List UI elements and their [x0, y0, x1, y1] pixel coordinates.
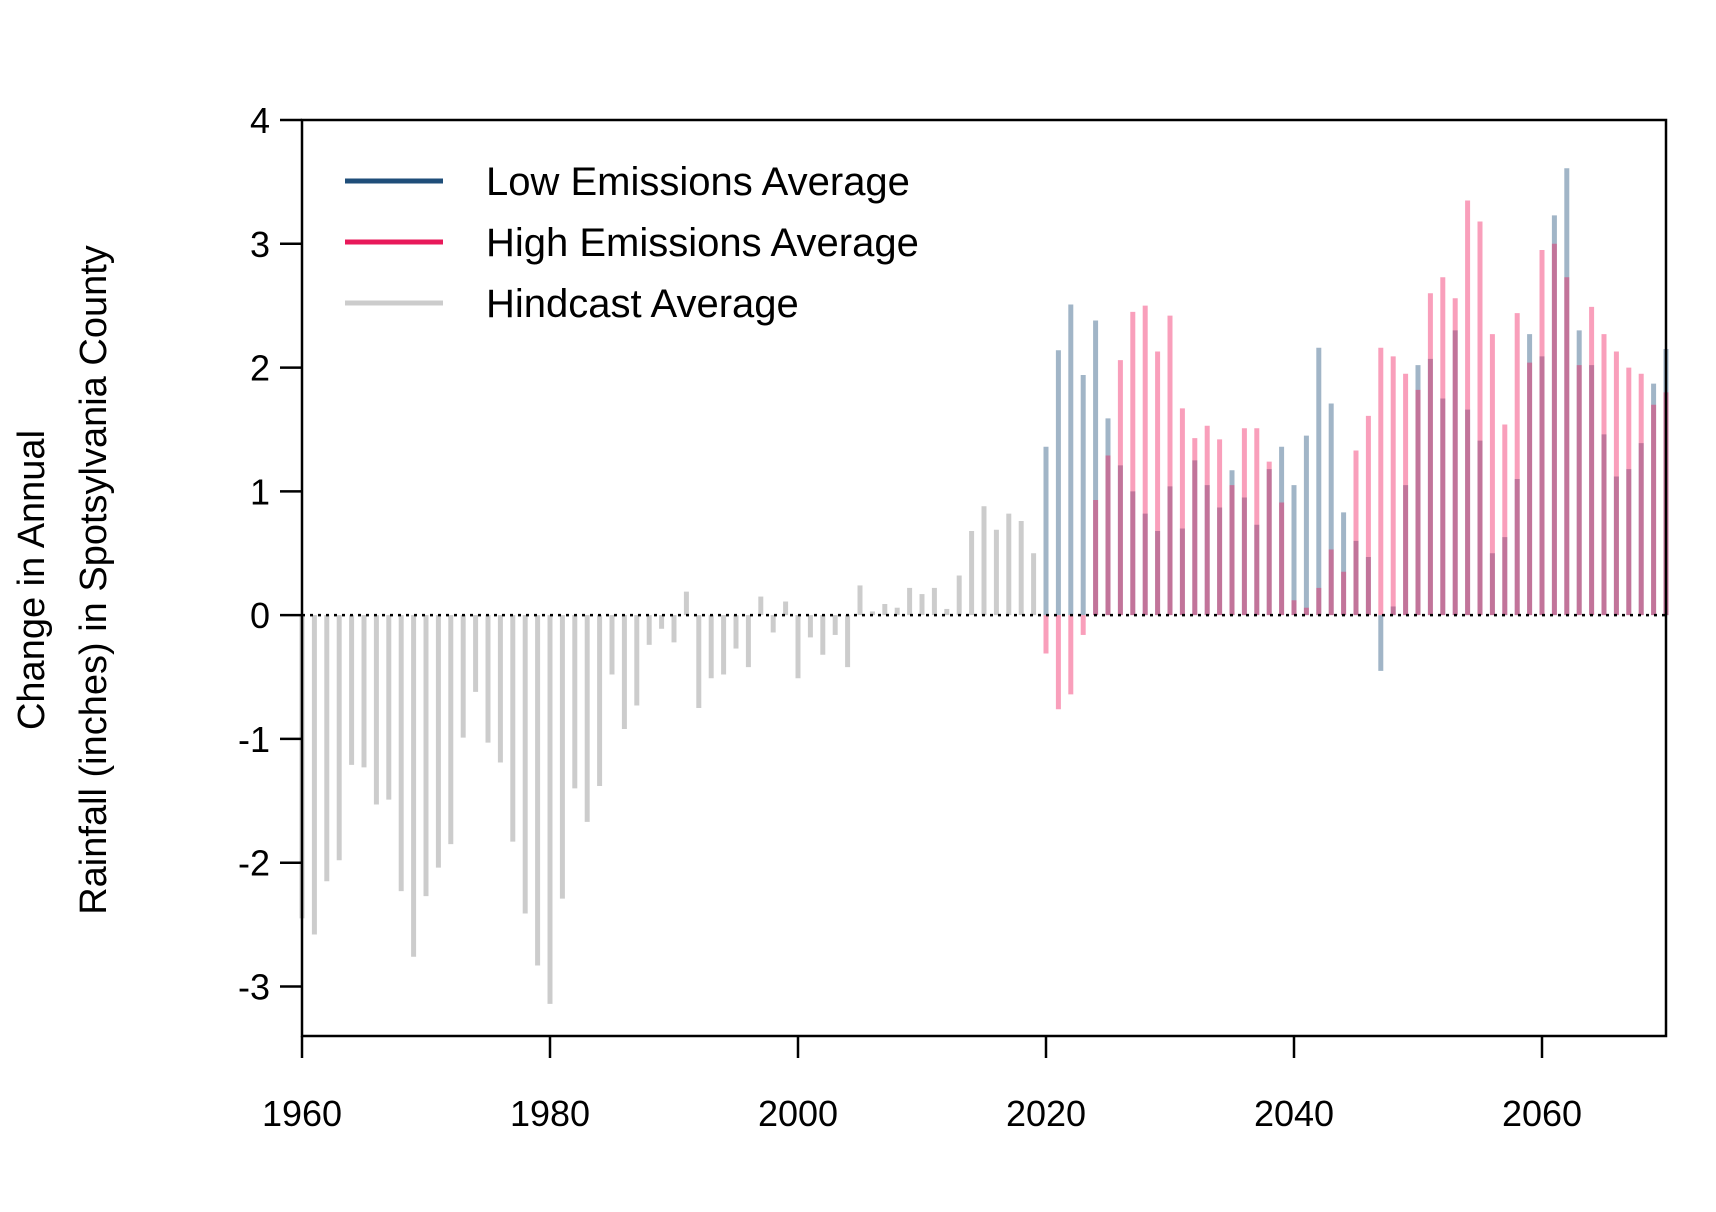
y-tick-label-3: 3 [250, 224, 270, 265]
y-tick-label-1: 1 [250, 471, 270, 512]
y-tick-label-2: 2 [250, 348, 270, 389]
x-tick-label-2020: 2020 [1006, 1093, 1086, 1134]
x-tick-label-1980: 1980 [510, 1093, 590, 1134]
y-tick-label-0: 0 [250, 595, 270, 636]
hindcast-bars [299, 506, 1037, 1004]
high-emissions-bars [1043, 200, 1669, 710]
legend-label-low-emissions-average: Low Emissions Average [486, 160, 910, 204]
y-tick-label--3: -3 [238, 966, 270, 1007]
y-axis-title-line1: Change in Annual [11, 430, 53, 730]
low-emissions-bars [1043, 168, 1669, 671]
y-tick-label-4: 4 [250, 100, 270, 141]
y-tick-label--2: -2 [238, 843, 270, 884]
legend-label-hindcast-average: Hindcast Average [486, 282, 799, 326]
x-tick-label-1960: 1960 [262, 1093, 342, 1134]
x-tick-label-2000: 2000 [758, 1093, 838, 1134]
plot-frame [300, 118, 1668, 1038]
legend: Low Emissions Average High Emissions Aver… [345, 160, 919, 326]
x-tick-label-2060: 2060 [1502, 1093, 1582, 1134]
legend-label-high-emissions-average: High Emissions Average [486, 221, 919, 265]
y-tick-label--1: -1 [238, 719, 270, 760]
x-tick-label-2040: 2040 [1254, 1093, 1334, 1134]
y-axis: -3 -2 -1 0 1 2 3 4 [238, 100, 302, 1007]
y-axis-title-line2: Rainfall (inches) in Spotsylvania County [73, 245, 115, 915]
x-axis: 1960 1980 2000 2020 2040 2060 [262, 1036, 1582, 1134]
